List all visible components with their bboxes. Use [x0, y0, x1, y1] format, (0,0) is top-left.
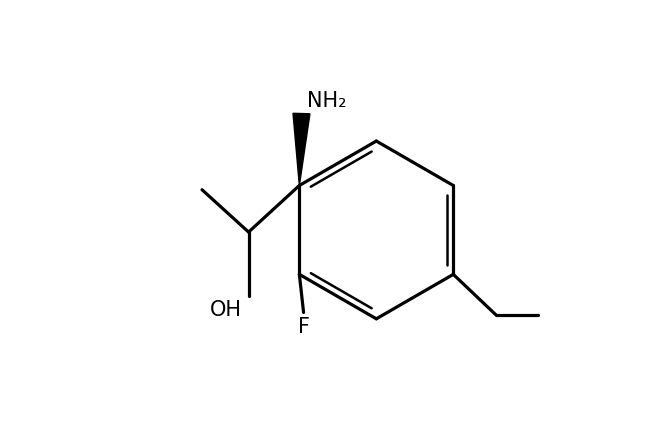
Text: NH₂: NH₂ [307, 92, 346, 112]
Polygon shape [293, 113, 310, 185]
Text: F: F [297, 317, 309, 337]
Text: OH: OH [210, 300, 242, 320]
